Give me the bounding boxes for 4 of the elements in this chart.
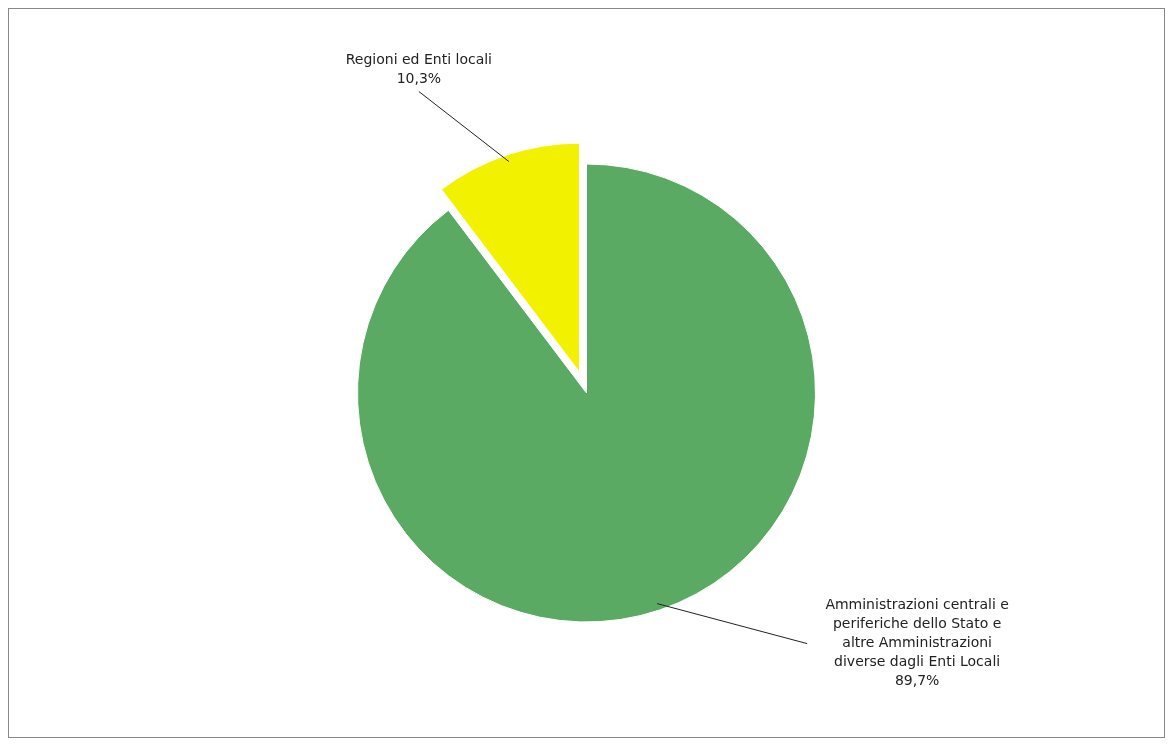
slice-label: Amministrazioni centrali e periferiche dello Stato e altre Amministrazioni diverse dagli Enti Locali: [825, 596, 1009, 670]
data-label: 89,7%: [894, 672, 940, 689]
slice-label: Regioni ed Enti locali: [345, 51, 493, 68]
data-label: 10,3%: [396, 70, 442, 87]
